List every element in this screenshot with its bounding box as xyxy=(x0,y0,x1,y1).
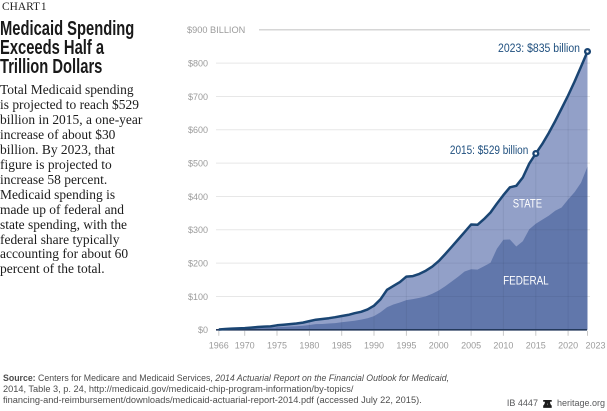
svg-text:1995: 1995 xyxy=(396,340,416,351)
svg-text:$300: $300 xyxy=(188,225,208,235)
svg-text:2023: $835 billion: 2023: $835 billion xyxy=(498,41,580,55)
svg-text:$500: $500 xyxy=(188,159,208,169)
svg-text:1980: 1980 xyxy=(299,340,319,351)
svg-text:2015: $529 billion: 2015: $529 billion xyxy=(450,143,529,157)
svg-text:1975: 1975 xyxy=(267,340,287,351)
svg-text:$900 BILLION: $900 BILLION xyxy=(187,25,245,36)
svg-text:$600: $600 xyxy=(188,125,208,135)
svg-text:$200: $200 xyxy=(188,259,208,269)
svg-text:1970: 1970 xyxy=(235,340,255,351)
svg-text:2010: 2010 xyxy=(493,340,513,351)
svg-text:$100: $100 xyxy=(188,292,208,302)
svg-text:2000: 2000 xyxy=(429,340,449,351)
svg-text:1985: 1985 xyxy=(332,340,352,351)
svg-text:FEDERAL: FEDERAL xyxy=(503,276,549,288)
svg-text:2015: 2015 xyxy=(526,340,546,351)
svg-text:2023: 2023 xyxy=(586,340,606,351)
svg-text:$800: $800 xyxy=(188,59,208,69)
svg-text:2020: 2020 xyxy=(558,340,578,351)
svg-text:1966: 1966 xyxy=(209,340,229,351)
svg-text:$0: $0 xyxy=(198,325,208,335)
svg-text:$400: $400 xyxy=(188,192,208,202)
svg-text:STATE: STATE xyxy=(513,199,543,211)
svg-text:2005: 2005 xyxy=(461,340,481,351)
svg-text:$700: $700 xyxy=(188,92,208,102)
svg-text:1990: 1990 xyxy=(364,340,384,351)
